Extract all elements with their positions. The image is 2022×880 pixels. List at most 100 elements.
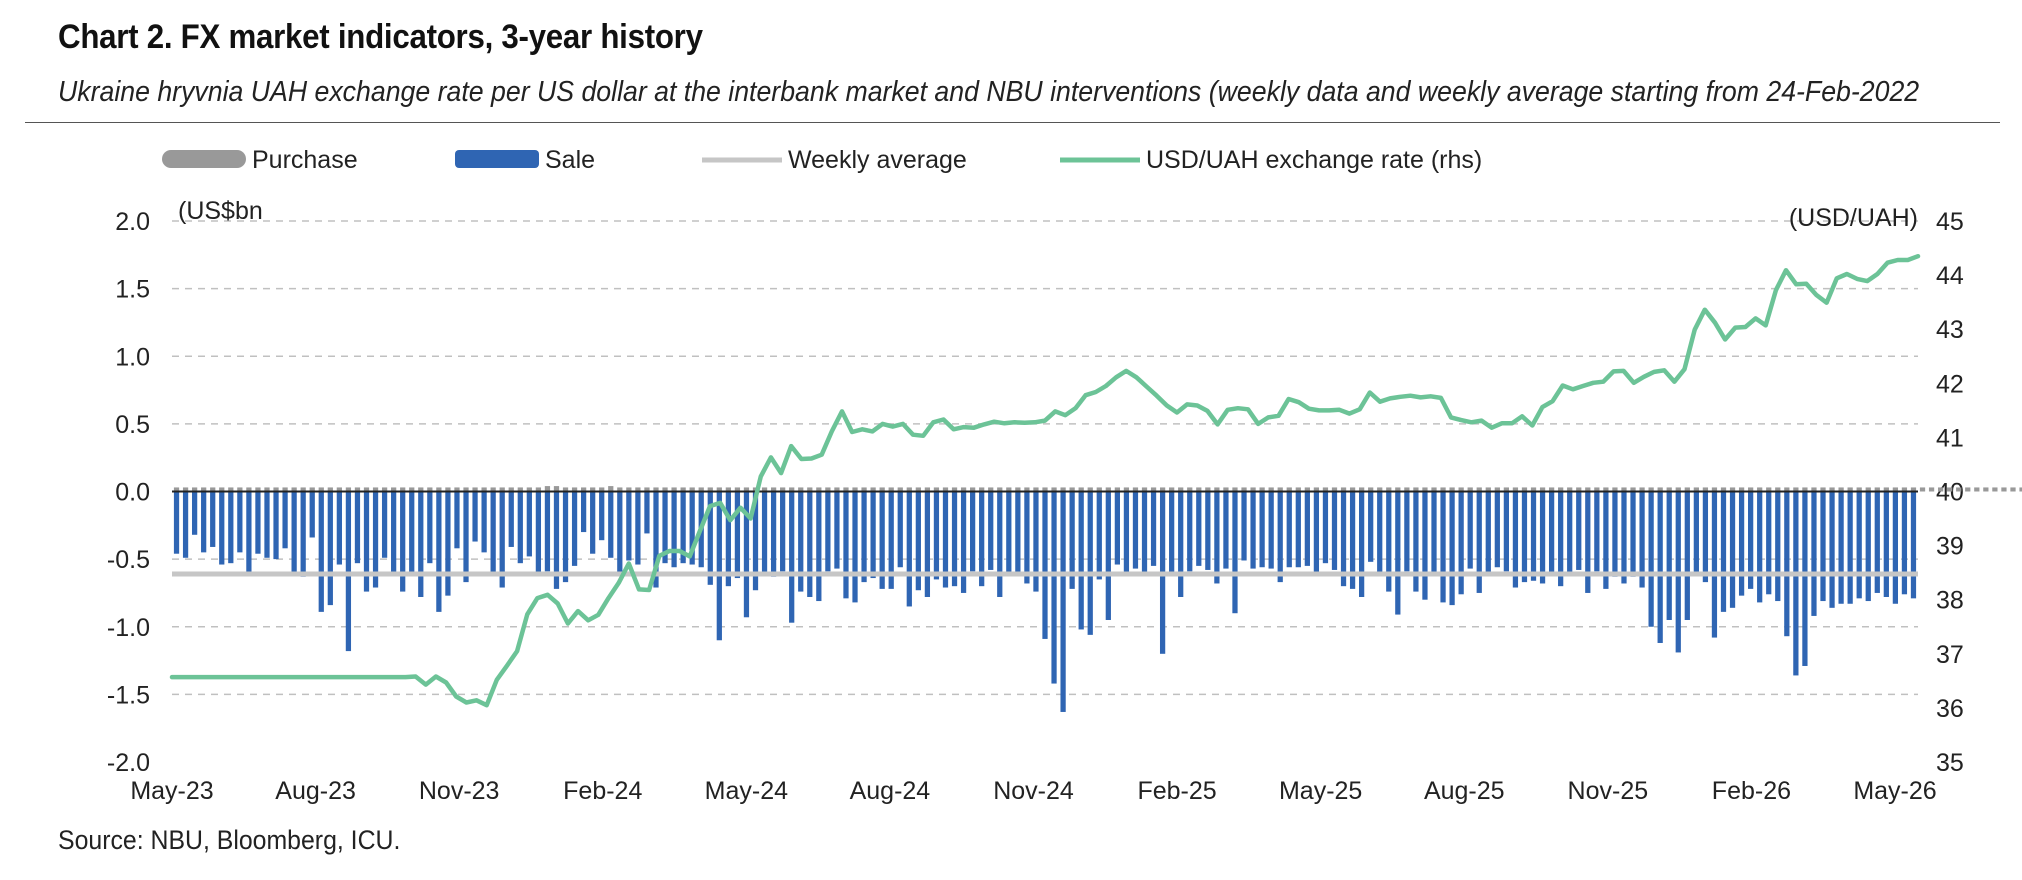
sale-bar <box>1811 491 1817 616</box>
sale-bar <box>843 491 849 599</box>
legend-label-weekly-average: Weekly average <box>788 146 967 174</box>
purchase-bar <box>535 487 542 492</box>
purchase-bar <box>427 487 433 492</box>
purchase-bar <box>698 487 704 492</box>
purchase-bar <box>807 487 813 492</box>
sale-bar <box>1349 491 1356 589</box>
purchase-bar <box>1304 487 1310 492</box>
purchase-bar <box>409 487 415 492</box>
sale-bar <box>725 491 731 587</box>
purchase-bar <box>1159 487 1166 492</box>
purchase-bar <box>906 487 912 492</box>
purchase-bar <box>1666 487 1672 492</box>
purchase-bar <box>888 487 894 492</box>
purchase-bar <box>1530 487 1537 492</box>
purchase-bar <box>1295 487 1301 492</box>
purchase-bar <box>1784 487 1790 492</box>
purchase-bar <box>635 487 641 492</box>
sale-bar <box>182 491 189 558</box>
sale-bar <box>680 491 686 564</box>
purchase-bar <box>309 487 315 492</box>
purchase-bar <box>843 487 849 492</box>
purchase-bar <box>544 486 551 492</box>
purchase-bar <box>942 487 949 492</box>
x-axis: May-23 Aug-23 Nov-23 Feb-24 May-24 Aug-24 Nov-… <box>130 777 1936 805</box>
purchase-bar <box>1657 487 1663 492</box>
purchase-bar <box>1150 487 1157 492</box>
x-tick-label: Feb-25 <box>1137 777 1216 805</box>
sale-bar <box>1874 491 1880 593</box>
sale-bar <box>1042 491 1048 639</box>
purchase-bar <box>291 487 297 492</box>
purchase-bar <box>1467 487 1473 492</box>
purchase-bar <box>1349 487 1356 492</box>
sale-bar <box>1748 491 1754 589</box>
sale-bar <box>1096 491 1102 580</box>
sale-bar <box>970 491 976 572</box>
purchase-bar <box>1069 487 1075 492</box>
purchase-bar <box>336 487 342 492</box>
sale-bar <box>834 491 840 569</box>
purchase-bar <box>1476 487 1482 492</box>
purchase-bar <box>1766 487 1772 492</box>
sale-bar <box>816 491 822 602</box>
purchase-bar <box>789 487 795 492</box>
purchase-bar <box>1395 487 1401 492</box>
purchase-bar <box>852 487 858 492</box>
purchase-bar <box>436 487 442 492</box>
sale-bar <box>264 491 270 558</box>
sale-bar <box>979 491 985 587</box>
sale-bar <box>1006 491 1012 576</box>
sale-bar <box>1775 491 1781 602</box>
purchase-bar <box>1214 487 1220 492</box>
purchase-bar <box>1512 487 1519 492</box>
purchase-bar <box>1422 487 1428 492</box>
sale-bar <box>888 491 894 589</box>
sale-bar <box>1820 491 1826 602</box>
sale-bar <box>1458 491 1464 595</box>
sale-bar <box>798 491 804 592</box>
purchase-bar <box>879 487 885 492</box>
sale-bar <box>1150 491 1157 566</box>
sale-bar <box>472 491 478 542</box>
sale-bar <box>1114 491 1120 565</box>
sale-bar <box>1720 491 1727 612</box>
left-tick-label: 1.5 <box>115 276 150 304</box>
purchase-bar <box>1548 487 1555 492</box>
sale-bar <box>1793 491 1799 676</box>
purchase-bar <box>1892 487 1899 492</box>
sale-bar <box>1322 491 1329 564</box>
purchase-bar <box>1947 487 1953 492</box>
purchase-bar <box>960 487 967 492</box>
purchase-bar <box>1956 487 1962 492</box>
sale-bar <box>1548 491 1555 576</box>
sale-bar <box>924 491 931 597</box>
purchase-bar <box>1187 487 1193 492</box>
purchase-bar <box>1738 487 1745 492</box>
purchase-bar <box>372 487 379 492</box>
sale-bar <box>445 491 451 596</box>
purchase-bar <box>970 487 976 492</box>
purchase-bar <box>590 487 596 492</box>
left-tick-label: -1.5 <box>107 681 150 709</box>
legend-label-exchange-rate: USD/UAH exchange rate (rhs) <box>1146 146 1482 174</box>
purchase-bar <box>1720 487 1727 492</box>
sale-bar <box>1340 491 1347 587</box>
right-axis: 45 44 43 42 41 40 39 38 37 36 35 <box>1936 208 1964 777</box>
purchase-bar <box>825 487 831 492</box>
purchase-bar <box>363 487 370 492</box>
purchase-bar <box>1485 487 1491 492</box>
purchase-bar <box>508 487 514 492</box>
sale-bar <box>1196 491 1202 566</box>
sale-bar <box>1060 491 1066 712</box>
purchase-bar <box>1006 487 1012 492</box>
purchase-bar <box>391 487 397 492</box>
sale-bar <box>807 491 813 597</box>
sale-bar <box>201 491 207 553</box>
x-tick-label: Aug-24 <box>850 777 931 805</box>
sale-bar <box>246 491 252 573</box>
sale-bar <box>1558 491 1564 587</box>
purchase-bar <box>1874 487 1880 492</box>
sale-bar <box>381 491 388 558</box>
sale-bar <box>1910 491 1917 599</box>
